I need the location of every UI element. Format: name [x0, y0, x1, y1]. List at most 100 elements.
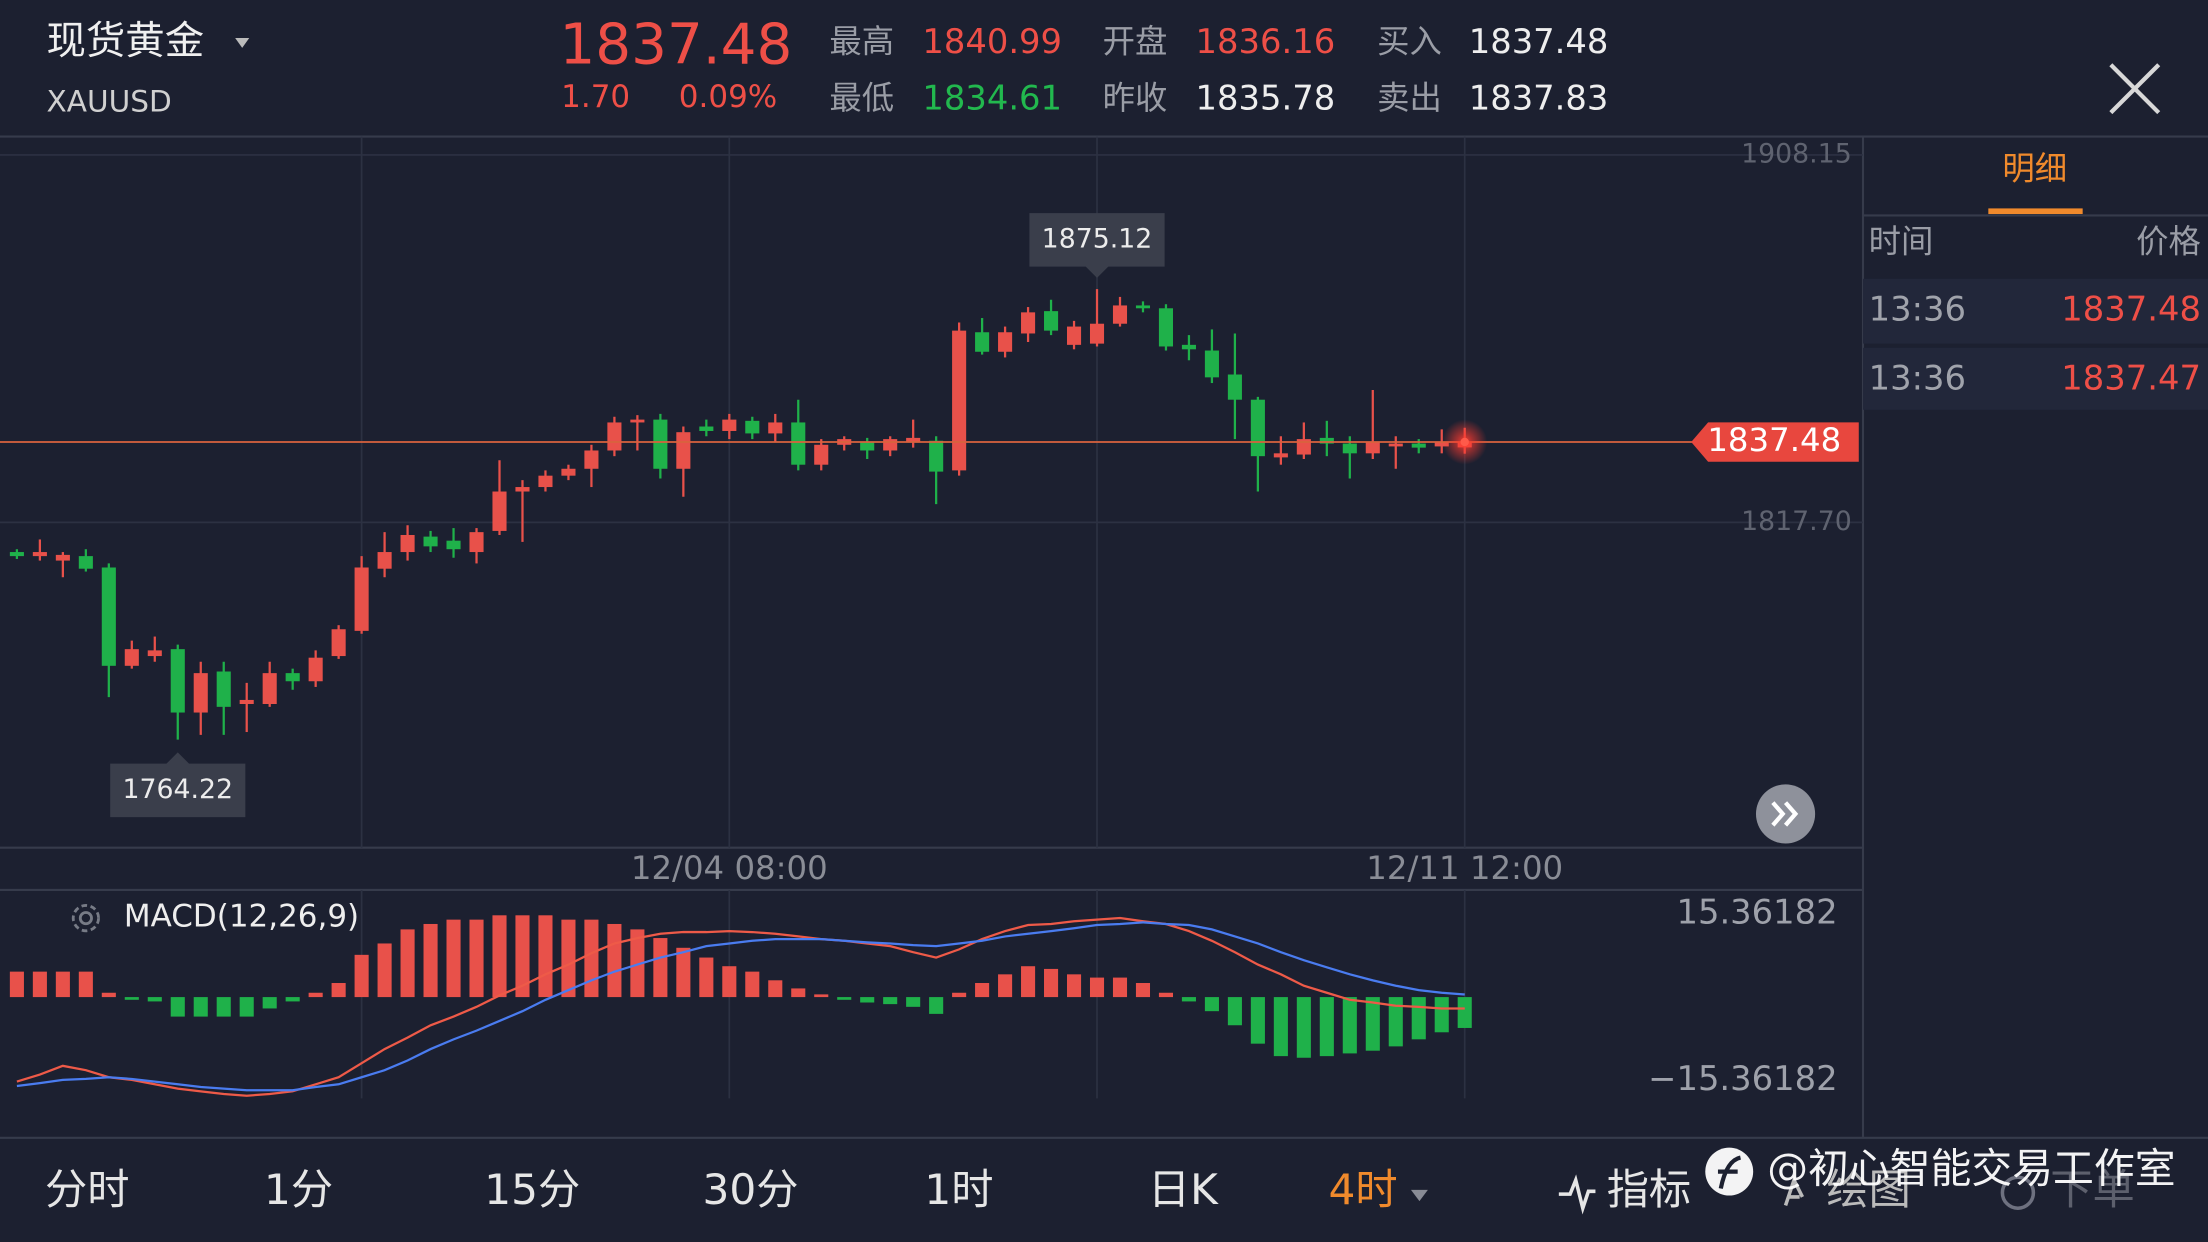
- period-tab[interactable]: 1分: [264, 1165, 333, 1214]
- candle-body: [285, 673, 300, 682]
- candle-body: [1158, 308, 1173, 347]
- period-tab[interactable]: 分时: [45, 1165, 129, 1214]
- stat-value: 1840.99: [922, 22, 1062, 61]
- candle-body: [975, 332, 990, 352]
- macd-histogram-bar: [1365, 997, 1380, 1051]
- candle-body: [1066, 326, 1082, 345]
- macd-histogram-bar: [1296, 997, 1311, 1058]
- candle-body: [791, 422, 806, 465]
- price-change-pct: 0.09%: [679, 79, 777, 115]
- candle-body: [78, 556, 93, 569]
- macd-histogram-bar: [883, 997, 898, 1005]
- candle-body: [1342, 443, 1357, 454]
- macd-histogram-bar: [1319, 997, 1334, 1057]
- high-callout-label: 1875.12: [1042, 223, 1153, 254]
- macd-histogram-bar: [55, 971, 70, 998]
- macd-histogram-bar: [1204, 997, 1219, 1012]
- macd-histogram-bar: [262, 997, 277, 1009]
- x-tick-label: 12/11 12:00: [1366, 849, 1563, 887]
- macd-histogram-bar: [446, 919, 461, 998]
- stat-label: 昨收: [1103, 79, 1168, 117]
- watermark-text: @初心智能交易工作室: [1767, 1145, 2175, 1193]
- candle-body: [32, 552, 47, 557]
- period-dropdown-icon[interactable]: [1410, 1189, 1428, 1202]
- tool-button[interactable]: 指标: [1607, 1165, 1691, 1214]
- stat-label: 最低: [829, 79, 894, 117]
- macd-histogram-bar: [561, 919, 576, 998]
- dropdown-icon[interactable]: [235, 38, 250, 48]
- y-tick-label: 15.36182: [1676, 892, 1837, 931]
- candle-body: [768, 422, 783, 434]
- candle-body: [124, 649, 139, 666]
- macd-histogram-bar: [239, 997, 254, 1017]
- toolbar: 分时 1分 15分 30分 1时 日K 4时 指标 绘图 下单: [45, 1165, 2135, 1215]
- settings-icon[interactable]: [71, 904, 100, 933]
- macd-histogram-bar: [377, 943, 392, 998]
- tool-button[interactable]: 绘图: [1826, 1165, 1910, 1214]
- period-tab[interactable]: 1时: [924, 1165, 993, 1214]
- candle-body: [1411, 443, 1426, 448]
- stat-value: 1835.78: [1196, 78, 1336, 117]
- macd-histogram-bar: [1112, 977, 1128, 998]
- macd-histogram-bar: [1021, 966, 1036, 998]
- macd-histogram-bar: [653, 938, 668, 998]
- candle-body: [1434, 441, 1449, 447]
- row-background: [1863, 278, 2208, 344]
- macd-histogram-bar: [32, 971, 47, 998]
- macd-histogram-bar: [78, 971, 93, 998]
- macd-histogram-bar: [607, 923, 622, 998]
- panel-tab[interactable]: 明细: [2002, 149, 2067, 187]
- stat-label: 最高: [829, 23, 894, 61]
- candle-body: [1135, 305, 1151, 309]
- candle-body: [1044, 311, 1059, 331]
- candle-body: [722, 419, 737, 431]
- macd-histogram-bar: [124, 997, 139, 1000]
- macd-histogram-bar: [170, 997, 185, 1017]
- macd-histogram-bar: [791, 988, 806, 998]
- macd-histogram-bar: [837, 997, 852, 1000]
- candle-body: [929, 440, 944, 472]
- candle-body: [515, 487, 530, 492]
- candle-body: [1273, 453, 1288, 458]
- candle-body: [998, 332, 1013, 352]
- macd-histogram-bar: [676, 947, 691, 998]
- candle-body: [423, 536, 438, 547]
- candle-body: [377, 552, 392, 569]
- scroll-button[interactable]: [1755, 784, 1816, 844]
- last-price-dot: [1460, 437, 1469, 447]
- macd-histogram-bar: [331, 983, 346, 998]
- macd-histogram-bar: [1457, 997, 1472, 1028]
- macd-histogram-bar: [1135, 983, 1151, 998]
- candle-body: [814, 444, 829, 465]
- macd-histogram-bar: [699, 957, 714, 998]
- period-tab[interactable]: 日K: [1148, 1165, 1219, 1214]
- macd-histogram-bar: [216, 997, 231, 1017]
- indicator-icon: [1558, 1174, 1596, 1215]
- macd-histogram-bar: [1158, 992, 1173, 998]
- candle-body: [147, 650, 162, 657]
- tool-button[interactable]: 下单: [2050, 1165, 2134, 1214]
- period-tab[interactable]: 15分: [484, 1165, 580, 1214]
- stat-value: 1834.61: [922, 78, 1062, 117]
- candle-body: [676, 432, 691, 469]
- macd-histogram-bar: [906, 997, 921, 1007]
- macd-histogram-bar: [101, 992, 116, 998]
- candle-body: [262, 673, 277, 705]
- instrument-name[interactable]: 现货黄金: [46, 18, 204, 64]
- period-tab[interactable]: 4时: [1329, 1165, 1398, 1214]
- candle-body: [1021, 312, 1036, 334]
- macd-histogram-bar: [308, 992, 323, 998]
- last-price: 1837.48: [559, 13, 792, 78]
- macd-histogram-bar: [814, 994, 829, 998]
- candle-body: [1227, 374, 1242, 400]
- macd-histogram-bar: [1434, 997, 1449, 1033]
- candle-body: [584, 450, 599, 469]
- period-tab[interactable]: 30分: [703, 1165, 799, 1214]
- macd-histogram-bar: [722, 966, 737, 998]
- candle-body: [538, 475, 553, 488]
- close-button[interactable]: [2109, 63, 2161, 115]
- row-background: [1863, 347, 2208, 410]
- stat-label: 卖出: [1377, 79, 1442, 117]
- trade-price: 1837.47: [2061, 359, 2201, 398]
